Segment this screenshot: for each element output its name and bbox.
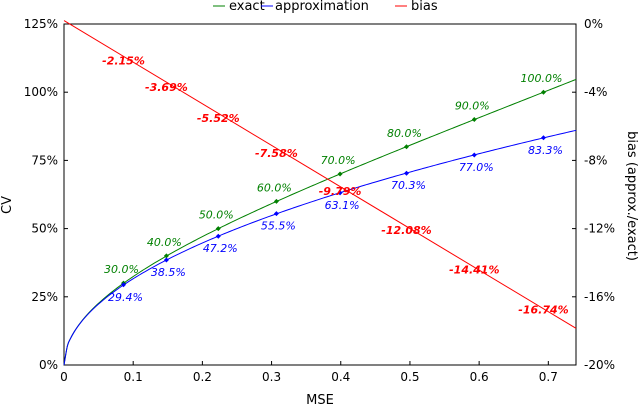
approximation-point-marker: [273, 211, 279, 217]
plot-series: [63, 20, 577, 366]
approximation-point-marker: [540, 135, 546, 141]
y-axis-right-title: bias (approx./exact): [624, 131, 639, 261]
y-left-tick-label: 100%: [24, 85, 58, 99]
approximation-point-label: 83.3%: [528, 144, 563, 157]
exact-point-label: 70.0%: [321, 154, 356, 167]
x-tick-label: 0.7: [539, 370, 558, 384]
exact-point-marker: [403, 144, 409, 150]
y-right-tick-label: -8%: [584, 153, 607, 167]
bias-point-label: -12.08%: [381, 224, 431, 237]
x-tick-label: 0.5: [400, 370, 419, 384]
bias-point-label: -16.74%: [518, 303, 568, 316]
bias-point-label: -14.41%: [449, 264, 499, 277]
exact-point-marker: [273, 198, 279, 204]
bias-series-line: [63, 20, 577, 329]
approximation-point-marker: [163, 257, 169, 263]
approximation-point-label: 70.3%: [391, 179, 426, 192]
approximation-point-marker: [215, 233, 221, 239]
y-left-tick-label: 75%: [31, 153, 58, 167]
y-right-tick-label: -12%: [584, 222, 615, 236]
exact-point-marker: [163, 253, 169, 259]
exact-point-label: 30.0%: [104, 263, 139, 276]
approximation-point-marker: [403, 170, 409, 176]
y-left-tick-label: 0%: [39, 358, 58, 372]
plot-point-labels: 30.0% 40.0% 50.0% 60.0% 70.0% 80.0% 90.0% 100.0…: [102, 55, 569, 317]
bias-point-label: -7.58%: [255, 147, 298, 160]
x-tick-label: 0.2: [193, 370, 212, 384]
approximation-point-marker: [121, 282, 127, 288]
y-right-tick-label: -20%: [584, 358, 615, 372]
legend-label-approximation: approximation: [275, 0, 369, 14]
legend: exact approximation bias: [213, 0, 438, 14]
y-left-tick-label: 50%: [31, 222, 58, 236]
exact-point-marker: [540, 89, 546, 95]
y-right-tick-label: 0%: [584, 17, 603, 31]
exact-point-label: 100.0%: [521, 72, 563, 85]
exact-series-line: [63, 78, 577, 366]
legend-label-exact: exact: [229, 0, 265, 14]
bias-point-label: -9.79%: [319, 185, 362, 198]
exact-point-label: 80.0%: [387, 127, 422, 140]
approximation-point-label: 47.2%: [203, 242, 238, 255]
y-axis-left-title: CV: [0, 196, 15, 214]
approximation-point-label: 38.5%: [151, 266, 186, 279]
approximation-point-marker: [471, 152, 477, 158]
plot-axes: 0 0.1 0.2 0.3 0.4 0.5 0.6 0.7 0% 25% 50% 75% 100% 125…: [24, 17, 615, 384]
exact-point-marker: [337, 171, 343, 177]
exact-point-label: 40.0%: [147, 236, 182, 249]
y-right-tick-label: -16%: [584, 290, 615, 304]
y-left-tick-label: 25%: [31, 290, 58, 304]
x-tick-label: 0.1: [124, 370, 143, 384]
approximation-point-label: 63.1%: [325, 199, 360, 212]
y-right-tick-label: -4%: [584, 85, 607, 99]
x-tick-label: 0: [60, 370, 68, 384]
x-tick-label: 0.6: [470, 370, 489, 384]
y-left-tick-label: 125%: [24, 17, 58, 31]
approximation-point-marker: [337, 190, 343, 196]
bias-point-label: -2.15%: [102, 55, 145, 68]
approximation-point-label: 29.4%: [108, 291, 143, 304]
bias-point-label: -3.69%: [145, 81, 188, 94]
exact-point-label: 90.0%: [455, 99, 490, 112]
approximation-point-label: 77.0%: [459, 161, 494, 174]
approximation-point-label: 55.5%: [261, 220, 296, 233]
exact-point-marker: [215, 226, 221, 232]
bias-point-label: -5.52%: [197, 112, 240, 125]
legend-label-bias: bias: [411, 0, 438, 14]
exact-point-marker: [471, 116, 477, 122]
x-tick-label: 0.3: [262, 370, 281, 384]
plot-frame: [63, 23, 577, 366]
exact-point-label: 60.0%: [257, 181, 292, 194]
exact-point-label: 50.0%: [199, 209, 234, 222]
x-tick-label: 0.4: [331, 370, 350, 384]
approximation-series-line: [63, 129, 577, 366]
x-axis-title: MSE: [306, 393, 334, 408]
